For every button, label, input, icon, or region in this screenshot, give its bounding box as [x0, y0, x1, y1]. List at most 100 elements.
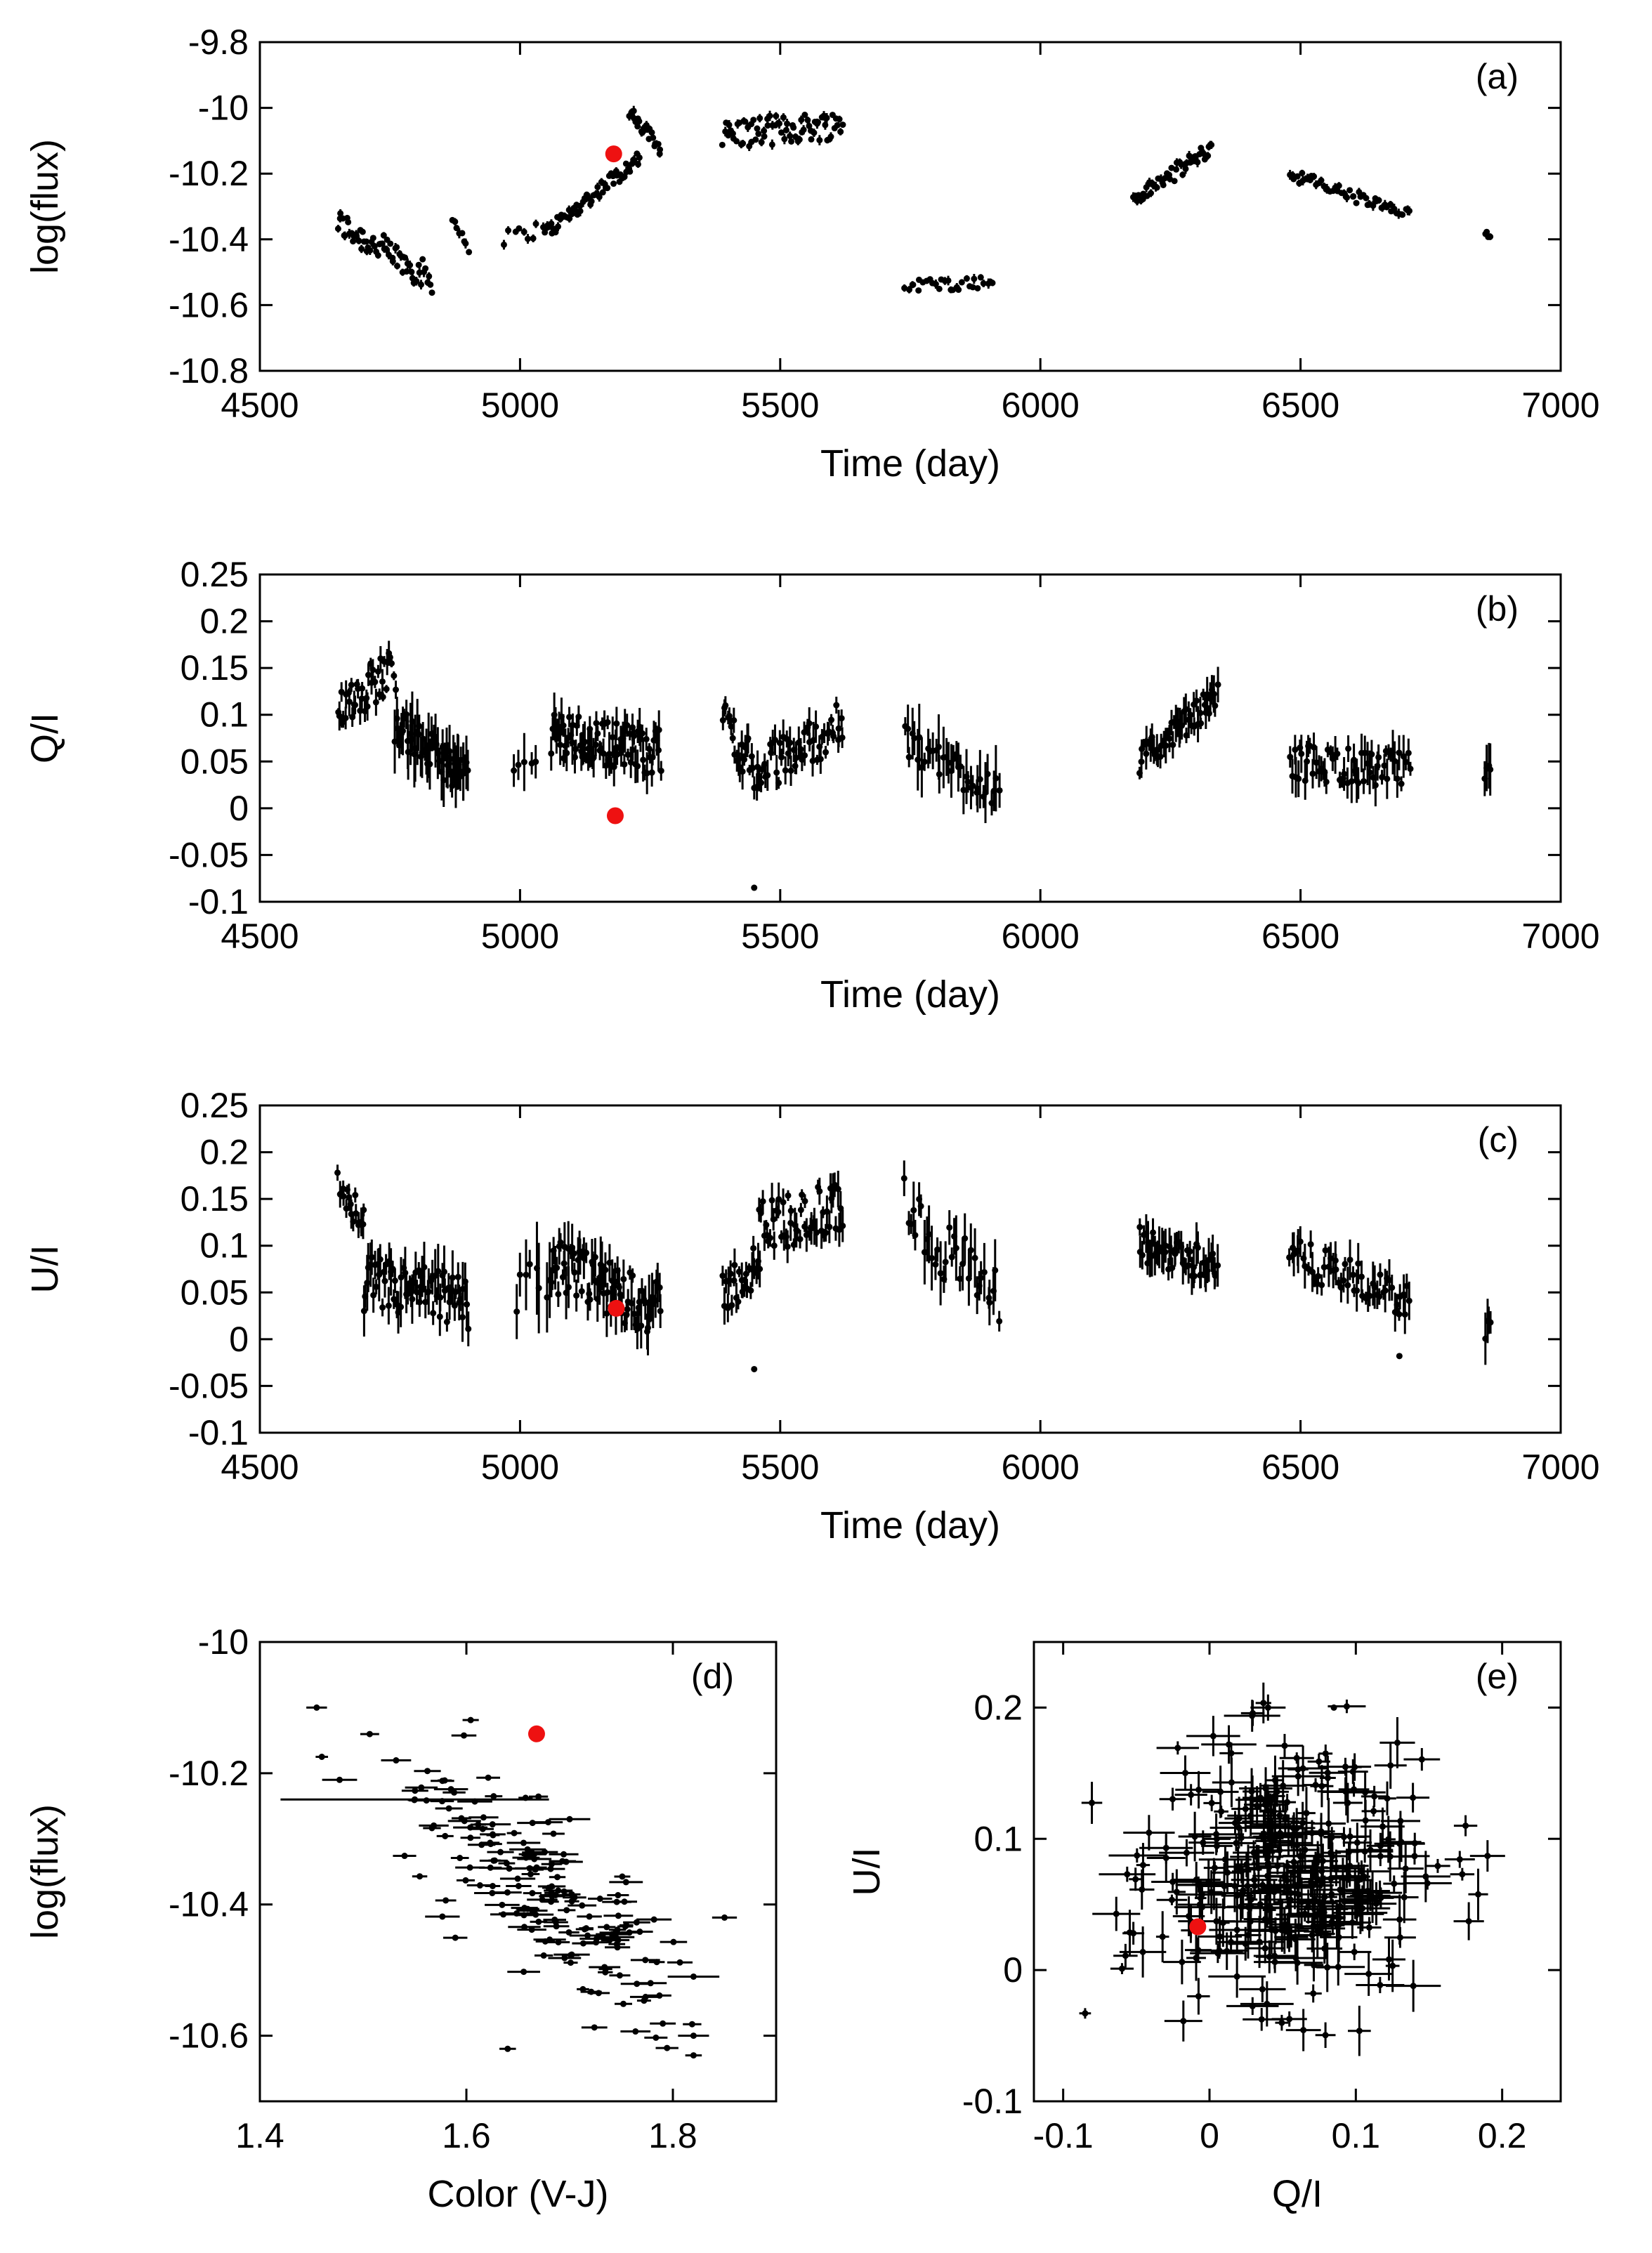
data-point: [614, 1926, 621, 1933]
data-point: [489, 1831, 496, 1838]
y-tick-label: -10.8: [169, 351, 249, 390]
data-point: [1370, 202, 1377, 209]
data-point: [835, 725, 842, 732]
data-point: [1174, 1745, 1181, 1752]
data-point: [1369, 1893, 1376, 1900]
data-point: [387, 240, 394, 247]
data-point: [566, 714, 573, 721]
data-point: [548, 1279, 555, 1286]
data-point: [1355, 1260, 1362, 1267]
data-point: [1257, 1794, 1264, 1801]
data-point: [451, 1789, 458, 1796]
x-tick-label: 6500: [1261, 917, 1339, 956]
data-point: [917, 1202, 924, 1209]
data-point: [409, 1296, 416, 1303]
data-point: [422, 265, 429, 272]
data-point: [1250, 1849, 1257, 1856]
data-point: [1322, 1247, 1329, 1254]
x-tick-label: 4500: [221, 1447, 299, 1487]
x-tick-label: 6000: [1002, 917, 1080, 956]
data-point: [621, 1898, 628, 1905]
data-point: [466, 249, 473, 256]
data-point: [1475, 1891, 1482, 1898]
data-point: [1377, 1271, 1384, 1278]
data-point: [541, 1848, 548, 1855]
x-tick-label: 6500: [1261, 386, 1339, 425]
data-point: [1342, 1763, 1349, 1771]
data-point: [604, 718, 611, 725]
data-point: [936, 770, 943, 777]
data-point: [831, 1181, 838, 1188]
data-point: [524, 235, 531, 242]
data-point: [1235, 1824, 1243, 1831]
data-point: [1089, 1799, 1096, 1806]
data-point: [657, 146, 664, 153]
y-tick-label: 0: [229, 1320, 249, 1359]
data-point: [828, 716, 835, 723]
data-point: [1153, 184, 1160, 191]
data-point: [476, 1882, 483, 1889]
data-point: [1271, 1889, 1278, 1896]
data-point: [1138, 758, 1145, 766]
data-point: [745, 735, 752, 742]
data-point: [467, 1824, 474, 1831]
data-point: [1349, 1271, 1356, 1278]
data-point: [391, 1277, 398, 1285]
data-point: [731, 1261, 738, 1268]
data-point: [436, 1313, 443, 1320]
data-point: [1261, 1945, 1268, 1952]
data-point: [1162, 1855, 1169, 1862]
y-tick-label: -0.1: [962, 2082, 1023, 2121]
data-point: [616, 1972, 623, 1979]
data-point: [1366, 769, 1373, 776]
data-point: [1264, 1704, 1271, 1711]
data-point: [439, 1913, 446, 1920]
data-point: [1122, 1952, 1129, 1959]
data-point: [1324, 1775, 1331, 1782]
data-point: [926, 1231, 933, 1238]
data-point: [629, 1272, 636, 1279]
data-point: [1465, 1918, 1472, 1925]
data-point: [601, 1964, 608, 1971]
data-point: [1402, 758, 1409, 766]
data-point: [602, 1266, 609, 1273]
data-point: [911, 735, 918, 742]
panel-c: 4500 5000 5500 6000 6500 7000 0.25 0.2 0.15 0.1 0.…: [24, 1086, 1600, 1546]
data-point: [761, 133, 768, 140]
data-point: [1344, 1282, 1351, 1289]
x-tick-label: 6000: [1002, 1447, 1080, 1487]
data-point: [571, 1269, 578, 1276]
data-point: [355, 237, 362, 244]
data-point: [1228, 1749, 1235, 1756]
data-point: [660, 2020, 667, 2027]
data-point: [755, 131, 762, 138]
data-point: [591, 2024, 598, 2031]
data-point: [1210, 1733, 1217, 1740]
data-point: [443, 1318, 450, 1325]
data-point: [532, 758, 539, 766]
data-point: [1396, 749, 1403, 756]
axes-frame-d: [258, 1641, 778, 2103]
data-point: [984, 770, 991, 777]
data-point: [487, 1839, 494, 1846]
data-point: [1328, 1918, 1335, 1925]
data-point: [778, 754, 785, 761]
data-point: [1294, 173, 1301, 180]
data-point: [573, 1292, 580, 1299]
data-point: [837, 129, 844, 136]
data-point: [1399, 211, 1406, 218]
data-point: [1346, 1256, 1353, 1263]
data-point: [1136, 1223, 1143, 1230]
data-point: [548, 1860, 555, 1867]
data-point: [1300, 2027, 1307, 2034]
data-point: [1297, 1238, 1304, 1245]
data-point: [929, 1254, 936, 1261]
data-point: [1231, 1820, 1238, 1827]
y-tick-label: -0.05: [169, 835, 249, 874]
data-point: [750, 1244, 757, 1252]
data-point: [1372, 782, 1379, 789]
data-point: [489, 1883, 496, 1890]
data-point: [655, 140, 662, 147]
data-point: [1484, 1853, 1491, 1860]
data-point: [350, 238, 357, 245]
